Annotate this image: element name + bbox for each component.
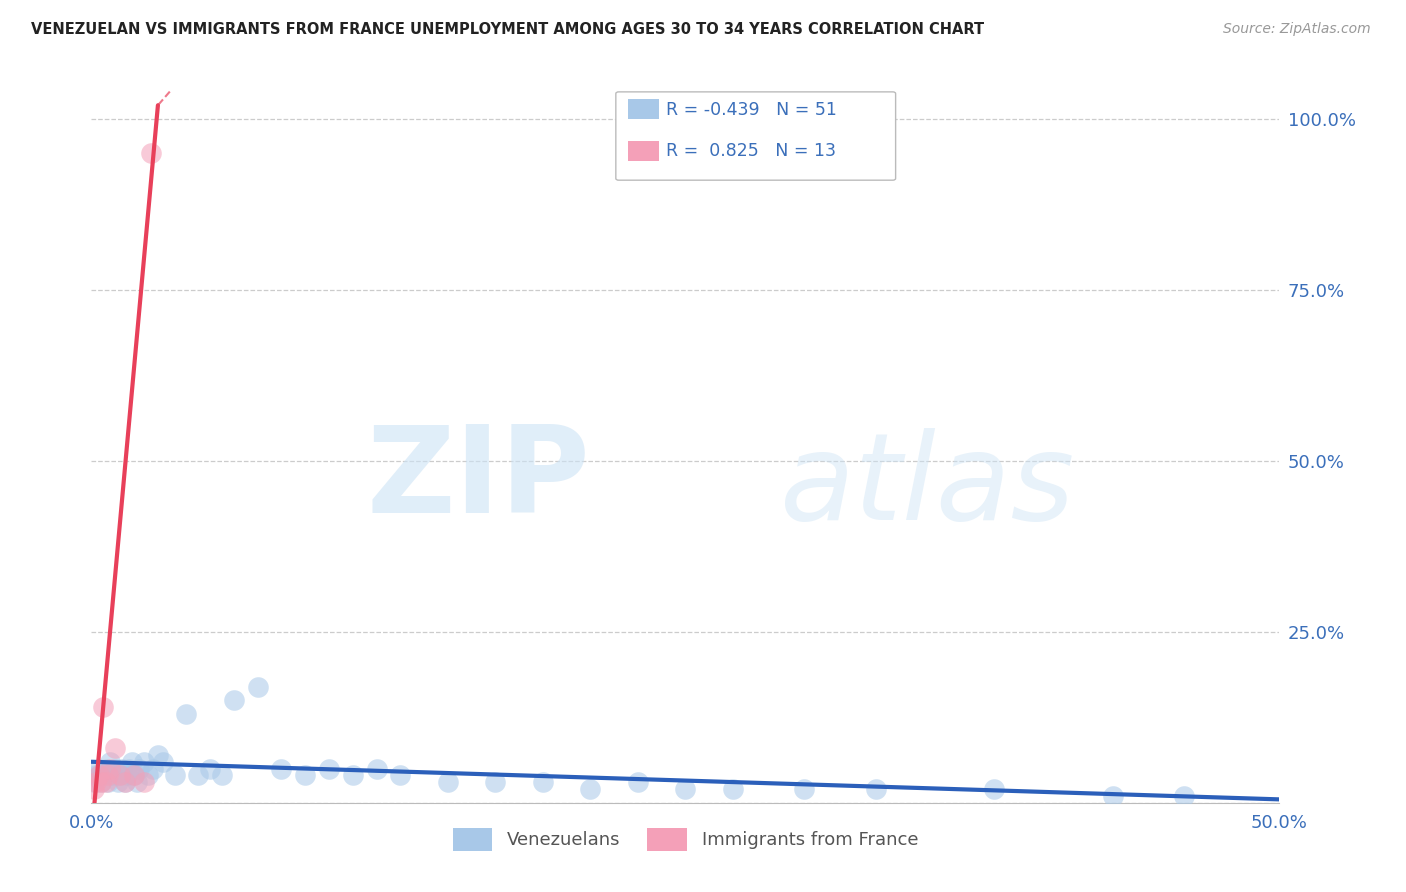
- Point: [531, 775, 554, 789]
- Point: [721, 782, 744, 797]
- Point: [270, 762, 292, 776]
- Point: [90, 775, 112, 789]
- Point: [115, 768, 138, 782]
- Point: [152, 755, 174, 769]
- Point: [91, 700, 114, 714]
- Text: Source: ZipAtlas.com: Source: ZipAtlas.com: [1223, 22, 1371, 37]
- Point: [389, 768, 412, 782]
- Point: [114, 775, 136, 789]
- Point: [84, 775, 107, 789]
- Point: [246, 680, 269, 694]
- Point: [342, 768, 364, 782]
- Point: [97, 775, 120, 789]
- Point: [579, 782, 602, 797]
- Point: [121, 755, 143, 769]
- Point: [125, 775, 148, 789]
- Point: [83, 782, 105, 797]
- Point: [108, 768, 131, 782]
- Point: [118, 762, 141, 776]
- Point: [211, 768, 233, 782]
- Point: [100, 762, 122, 776]
- Point: [91, 768, 114, 782]
- Point: [436, 775, 458, 789]
- Point: [87, 768, 110, 782]
- Point: [1102, 789, 1125, 803]
- Legend: Venezuelans, Immigrants from France: Venezuelans, Immigrants from France: [446, 821, 925, 858]
- Point: [114, 775, 136, 789]
- Point: [97, 768, 120, 782]
- Point: [87, 768, 110, 782]
- Text: ZIP: ZIP: [367, 421, 591, 538]
- Point: [983, 782, 1005, 797]
- Point: [87, 762, 110, 776]
- Point: [318, 762, 340, 776]
- Point: [108, 768, 131, 782]
- Point: [176, 706, 198, 721]
- Point: [163, 768, 186, 782]
- Point: [104, 741, 127, 756]
- Point: [122, 768, 145, 782]
- Point: [83, 775, 105, 789]
- Point: [107, 775, 129, 789]
- Point: [94, 762, 117, 776]
- Point: [484, 775, 506, 789]
- Point: [1173, 789, 1195, 803]
- Text: R =  0.825   N = 13: R = 0.825 N = 13: [666, 142, 837, 160]
- Point: [865, 782, 887, 797]
- Point: [84, 768, 107, 782]
- Point: [128, 762, 150, 776]
- Point: [139, 146, 162, 161]
- Point: [200, 762, 222, 776]
- Point: [104, 762, 127, 776]
- Point: [138, 768, 160, 782]
- Point: [132, 775, 155, 789]
- Point: [627, 775, 650, 789]
- Point: [100, 755, 122, 769]
- Point: [146, 747, 169, 762]
- Text: VENEZUELAN VS IMMIGRANTS FROM FRANCE UNEMPLOYMENT AMONG AGES 30 TO 34 YEARS CORR: VENEZUELAN VS IMMIGRANTS FROM FRANCE UNE…: [31, 22, 984, 37]
- Point: [673, 782, 696, 797]
- Point: [222, 693, 245, 707]
- Point: [90, 775, 112, 789]
- Point: [142, 762, 165, 776]
- Point: [122, 768, 145, 782]
- Text: atlas: atlas: [780, 428, 1076, 545]
- Point: [294, 768, 316, 782]
- Point: [94, 775, 117, 789]
- Point: [132, 755, 155, 769]
- Point: [101, 768, 124, 782]
- Point: [111, 762, 134, 776]
- Point: [366, 762, 388, 776]
- Point: [187, 768, 209, 782]
- Point: [793, 782, 815, 797]
- Text: R = -0.439   N = 51: R = -0.439 N = 51: [666, 101, 838, 119]
